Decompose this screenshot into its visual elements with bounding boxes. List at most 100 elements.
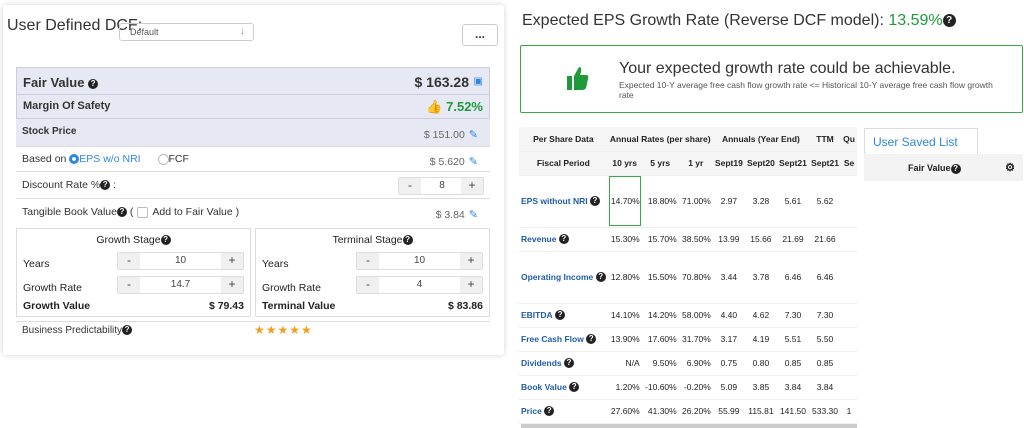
table-cell: 3.84	[776, 375, 809, 400]
table-cell: 3.84	[808, 375, 842, 400]
help-icon[interactable]: ?	[122, 325, 133, 336]
group-header: Annuals (Year End)	[712, 127, 809, 152]
edit-icon[interactable]: ✎	[468, 209, 478, 221]
dcf-model-select[interactable]: Default ↓	[119, 23, 254, 41]
fcf-radio-label[interactable]: FCF	[168, 153, 189, 165]
eps-radio[interactable]	[69, 154, 80, 165]
more-button[interactable]: ...	[462, 24, 498, 46]
increment-button[interactable]: +	[221, 277, 243, 293]
table-row: EBITDA ? 14.10% 14.20% 58.00% 4.40 4.62 7.30 7.…	[519, 303, 857, 328]
terminal-stage-panel: Terminal Stage? Years - 10 + Growth Rate…	[255, 228, 490, 317]
table-cell: 14.70%	[607, 175, 642, 228]
save-icon[interactable]: ▣	[473, 76, 483, 87]
increment-button[interactable]: +	[221, 253, 243, 269]
discount-rate-label-text: Discount Rate %	[22, 179, 101, 191]
help-icon[interactable]: ?	[564, 358, 574, 369]
table-cell: 0.80	[744, 351, 777, 376]
gear-icon[interactable]: ⚙	[1005, 162, 1015, 174]
row-label[interactable]: Book Value	[521, 381, 567, 392]
row-label[interactable]: Free Cash Flow	[521, 333, 584, 344]
table-cell: 15.50%	[641, 251, 679, 304]
decrement-button[interactable]: -	[118, 277, 140, 293]
horizontal-scrollbar[interactable]	[521, 424, 857, 428]
help-icon[interactable]: ?	[569, 382, 580, 393]
table-cell: -0.20%	[678, 375, 713, 400]
terminal-stage-title-text: Terminal Stage	[332, 234, 403, 246]
eps-growth-title: Expected EPS Growth Rate (Reverse DCF mo…	[522, 12, 956, 30]
help-icon[interactable]: ?	[595, 272, 606, 283]
achievable-banner: Your expected growth rate could be achie…	[520, 45, 1023, 113]
table-cell: 4.40	[712, 303, 745, 328]
table-cell: 3.44	[712, 251, 745, 304]
row-label[interactable]: Price	[521, 405, 542, 416]
table-cell: 15.66	[744, 227, 777, 252]
decrement-button[interactable]: -	[357, 277, 379, 293]
row-label[interactable]: Operating Income	[521, 271, 594, 282]
help-icon[interactable]: ?	[942, 14, 956, 28]
help-icon[interactable]: ?	[544, 406, 555, 417]
group-header: Qu	[841, 127, 857, 152]
row-label[interactable]: Dividends	[521, 357, 562, 368]
growth-rate-stepper: - 14.7 +	[117, 276, 244, 294]
table-row: Free Cash Flow ? 13.90% 17.60% 31.70% 3.17 4.…	[519, 327, 857, 352]
increment-button[interactable]: +	[461, 178, 483, 194]
thumbs-up-icon	[567, 67, 589, 90]
table-cell: 6.90%	[678, 351, 713, 376]
terminal-rate-value[interactable]: 4	[416, 279, 423, 290]
table-cell: 41.30%	[641, 399, 679, 424]
column-header: Fiscal Period	[519, 151, 608, 176]
table-cell: 7.30	[776, 303, 809, 328]
discount-rate-stepper: - 8 +	[398, 177, 484, 195]
table-row: Dividends ? N/A 9.50% 6.90% 0.75 0.80 0.85 0.85	[519, 351, 857, 376]
table-cell: 3.17	[712, 327, 745, 352]
table-cell: 21.66	[808, 227, 842, 252]
column-header: Sept20	[744, 151, 777, 176]
add-to-fair-value-label[interactable]: Add to Fair Value )	[152, 206, 240, 218]
increment-button[interactable]: +	[460, 253, 482, 269]
edit-icon[interactable]: ✎	[468, 129, 478, 141]
terminal-years-value[interactable]: 10	[413, 255, 426, 266]
table-cell: 3.85	[744, 375, 777, 400]
edit-icon[interactable]: ✎	[468, 156, 478, 168]
increment-button[interactable]: +	[460, 277, 482, 293]
table-cell: 533.30	[808, 399, 842, 424]
row-label[interactable]: EPS without NRI	[521, 195, 588, 206]
help-icon[interactable]: ?	[555, 310, 566, 321]
table-row: Revenue ? 15.30% 15.70% 38.50% 13.99 15.66 21.…	[519, 227, 857, 252]
decrement-button[interactable]: -	[357, 253, 379, 269]
help-icon[interactable]: ?	[589, 196, 600, 207]
help-icon[interactable]: ?	[100, 180, 111, 191]
tab-user-saved-list[interactable]: User Saved List	[864, 128, 978, 154]
row-label[interactable]: Revenue	[521, 233, 557, 244]
row-label[interactable]: EBITDA	[521, 309, 553, 320]
help-icon[interactable]: ?	[950, 163, 961, 174]
group-header: Annual Rates (per share)	[607, 127, 713, 152]
eps-radio-label[interactable]: EPS w/o NRI	[79, 153, 141, 165]
based-on-label-text: Based on	[22, 153, 67, 165]
column-header: Sept21	[808, 151, 842, 176]
fair-value-row: Fair Value ? $ 163.28 ▣	[16, 67, 490, 95]
column-header: 1 yr	[678, 151, 713, 176]
help-icon[interactable]: ?	[402, 235, 413, 246]
decrement-button[interactable]: -	[399, 178, 421, 194]
growth-rate-value[interactable]: 14.7	[170, 279, 191, 290]
fair-value-label: Fair Value ?	[23, 75, 99, 90]
column-header-row: Fiscal Period 10 yrs 5 yrs 1 yr Sept19 S…	[519, 151, 857, 176]
help-icon[interactable]: ?	[558, 234, 569, 245]
growth-years-value[interactable]: 10	[174, 255, 187, 266]
group-header: TTM	[808, 127, 842, 152]
table-cell: 3.78	[744, 251, 777, 304]
add-to-fair-value-checkbox[interactable]	[137, 206, 149, 218]
fcf-radio[interactable]	[157, 153, 169, 165]
eps-growth-value: 13.59%	[888, 12, 943, 29]
help-icon[interactable]: ?	[88, 78, 99, 89]
table-cell: 18.80%	[641, 175, 679, 228]
table-cell: 5.50	[808, 327, 842, 352]
help-icon[interactable]: ?	[116, 207, 127, 218]
user-saved-header: Fair Value? ⚙	[864, 154, 1023, 181]
help-icon[interactable]: ?	[586, 334, 597, 345]
table-cell	[841, 375, 857, 400]
help-icon[interactable]: ?	[160, 235, 171, 246]
decrement-button[interactable]: -	[118, 253, 140, 269]
discount-rate-value[interactable]: 8	[439, 180, 445, 191]
